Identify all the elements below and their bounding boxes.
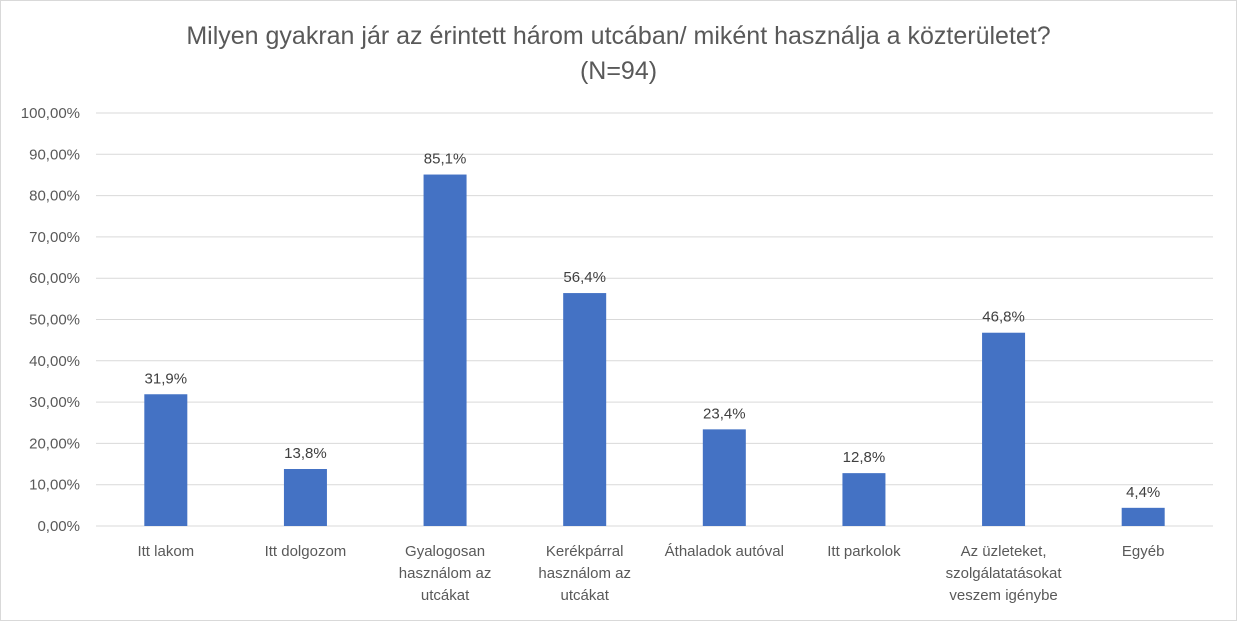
- x-tick-label: Itt parkolok: [827, 543, 901, 560]
- y-tick-label: 10,00%: [29, 477, 80, 494]
- bars: [144, 174, 1165, 527]
- bar: [283, 469, 327, 526]
- x-tick-label: utcákat: [561, 587, 610, 604]
- x-tick-label: veszem igénybe: [949, 587, 1057, 604]
- data-label: 31,9%: [145, 370, 188, 387]
- x-tick-label: Gyalogosan: [405, 543, 485, 560]
- x-tick-label: Kerékpárral: [546, 543, 624, 560]
- bar: [842, 473, 886, 526]
- x-tick-label: Itt dolgozom: [265, 543, 347, 560]
- bar: [144, 394, 188, 526]
- y-tick-label: 20,00%: [29, 435, 80, 452]
- chart-subtitle: (N=94): [579, 57, 658, 85]
- bar: [563, 293, 607, 526]
- data-label: 85,1%: [424, 151, 467, 168]
- y-tick-label: 50,00%: [29, 312, 80, 329]
- y-tick-label: 60,00%: [29, 270, 80, 287]
- data-label: 23,4%: [703, 405, 746, 422]
- x-tick-label: Itt lakom: [137, 543, 194, 560]
- x-tick-label: Az üzleteket,: [961, 543, 1047, 560]
- y-tick-label: 90,00%: [29, 146, 80, 163]
- y-tick-label: 70,00%: [29, 229, 80, 246]
- y-tick-label: 30,00%: [29, 394, 80, 411]
- x-tick-label: utcákat: [421, 587, 470, 604]
- y-tick-label: 80,00%: [29, 188, 80, 205]
- data-label: 12,8%: [843, 449, 886, 466]
- bar: [982, 332, 1026, 526]
- bar: [1121, 507, 1165, 526]
- gridlines: [96, 112, 1213, 527]
- bar: [423, 174, 467, 527]
- y-tick-label: 40,00%: [29, 353, 80, 370]
- data-label: 13,8%: [284, 445, 327, 462]
- x-axis-category-labels: Itt lakom Itt dolgozom Gyalogosan használom…: [137, 543, 1164, 604]
- data-label: 4,4%: [1126, 484, 1160, 501]
- x-tick-label: használom az: [538, 565, 631, 582]
- data-label: 56,4%: [563, 269, 606, 286]
- x-tick-label: használom az: [399, 565, 492, 582]
- chart-title: Milyen gyakran jár az érintett három utc…: [186, 22, 1051, 50]
- y-tick-label: 0,00%: [37, 518, 80, 535]
- bar: [702, 429, 746, 526]
- x-tick-label: szolgálatatásokat: [946, 565, 1063, 582]
- data-label: 46,8%: [982, 309, 1025, 326]
- x-tick-label: Áthaladok autóval: [665, 543, 784, 560]
- x-tick-label: Egyéb: [1122, 543, 1165, 560]
- y-axis-tick-labels: 0,00% 10,00% 20,00% 30,00% 40,00% 50,00% 60,00…: [21, 105, 80, 535]
- data-labels: 31,9% 13,8% 85,1% 56,4% 23,4% 12,8% 46,8% 4,4%: [145, 151, 1161, 501]
- y-tick-label: 100,00%: [21, 105, 80, 122]
